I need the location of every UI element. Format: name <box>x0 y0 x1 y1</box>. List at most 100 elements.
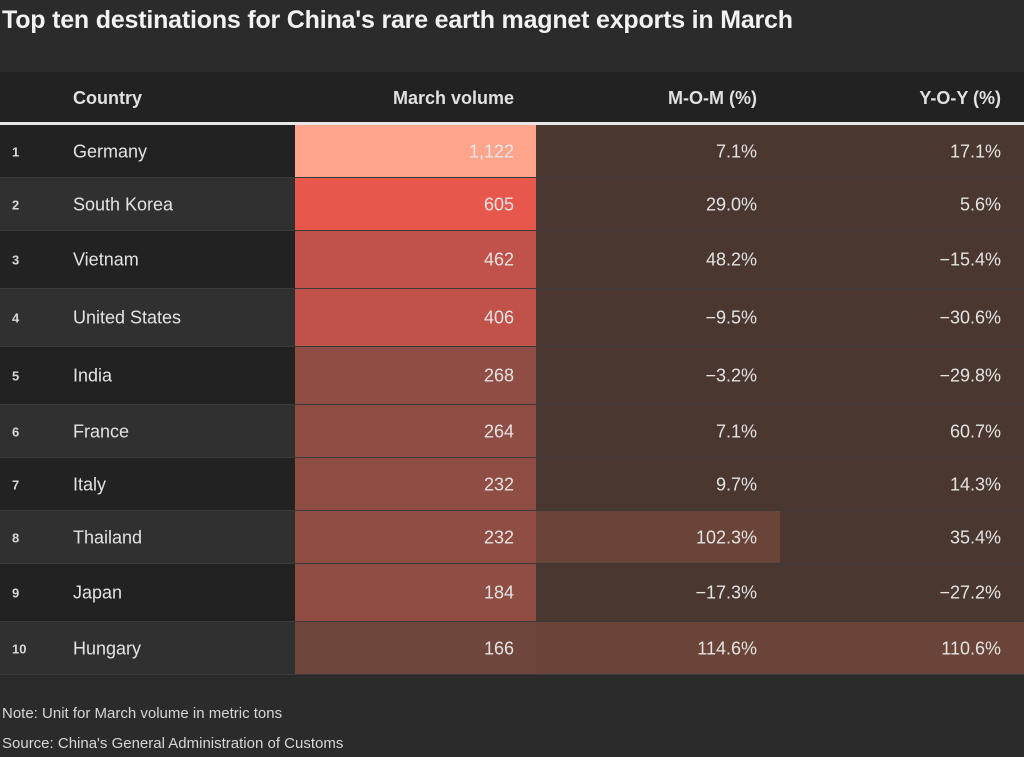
source-note: Source: China's General Administration o… <box>2 735 344 752</box>
row-divider <box>0 288 1024 289</box>
yoy-value: 14.3% <box>949 474 1001 494</box>
row-divider <box>0 404 1024 405</box>
mom-heat-cell <box>536 178 780 231</box>
row-background <box>0 289 295 347</box>
country-label: Germany <box>73 141 148 161</box>
table-row: 6 France 264 7.1% 60.7% <box>0 405 1024 458</box>
row-background <box>0 231 295 289</box>
country-label: Vietnam <box>73 249 139 270</box>
volume-heat-cell <box>295 564 536 622</box>
rank-label: 3 <box>12 252 20 268</box>
yoy-heat-cell <box>780 405 1024 458</box>
volume-value: 232 <box>483 527 514 547</box>
mom-heat-cell <box>536 289 780 347</box>
country-label: India <box>73 365 113 386</box>
mom-heat-cell <box>536 511 780 564</box>
country-label: United States <box>73 307 182 328</box>
row-background <box>0 622 295 675</box>
row-divider <box>0 563 1024 564</box>
yoy-value: −29.8% <box>939 365 1001 386</box>
row-background <box>0 564 295 622</box>
mom-value: −17.3% <box>695 582 757 603</box>
yoy-heat-cell <box>780 622 1024 675</box>
volume-value: 232 <box>483 474 514 494</box>
country-label: South Korea <box>73 194 174 214</box>
row-background <box>0 405 295 458</box>
yoy-value: 60.7% <box>949 421 1001 441</box>
mom-value: 102.3% <box>695 527 757 547</box>
mom-heat-cell <box>536 231 780 289</box>
table-row: 1 Germany 1,122 7.1% 17.1% <box>0 125 1024 178</box>
row-divider <box>0 230 1024 231</box>
header-rule <box>0 122 1024 125</box>
rank-label: 10 <box>12 641 27 656</box>
yoy-heat-cell <box>780 178 1024 231</box>
table-row: 4 United States 406 −9.5% −30.6% <box>0 289 1024 347</box>
mom-heat-cell <box>536 347 780 405</box>
rank-label: 5 <box>12 368 20 384</box>
mom-value: 114.6% <box>697 638 757 658</box>
row-background <box>0 178 295 231</box>
mom-heat-cell <box>536 564 780 622</box>
row-divider <box>0 674 1024 675</box>
mom-heat-cell <box>536 622 780 675</box>
table-header <box>0 72 1024 124</box>
yoy-value: 5.6% <box>959 194 1001 214</box>
yoy-heat-cell <box>780 289 1024 347</box>
volume-value: 268 <box>483 365 514 386</box>
header-volume: March volume <box>392 88 514 108</box>
rank-label: 7 <box>12 477 20 492</box>
mom-heat-cell <box>536 405 780 458</box>
volume-heat-cell <box>295 125 536 178</box>
country-label: Japan <box>73 582 123 603</box>
volume-heat-cell <box>295 231 536 289</box>
volume-value: 184 <box>483 582 514 603</box>
mom-value: −9.5% <box>705 307 757 328</box>
volume-value: 605 <box>483 194 514 214</box>
rank-label: 9 <box>12 585 20 601</box>
header-mom: M-O-M (%) <box>668 88 757 108</box>
mom-value: 7.1% <box>715 421 757 441</box>
country-label: Italy <box>73 474 107 494</box>
mom-heat-cell <box>536 458 780 511</box>
yoy-heat-cell <box>780 511 1024 564</box>
row-divider <box>0 346 1024 347</box>
row-background <box>0 125 295 178</box>
table-row: 8 Thailand 232 102.3% 35.4% <box>0 511 1024 564</box>
rank-label: 1 <box>12 144 20 159</box>
yoy-value: −30.6% <box>939 307 1001 328</box>
volume-value: 462 <box>483 249 514 270</box>
yoy-heat-cell <box>780 347 1024 405</box>
country-label: Thailand <box>73 527 143 547</box>
rank-label: 8 <box>12 530 20 545</box>
chart-title: Top ten destinations for China's rare ea… <box>2 6 793 34</box>
table-row: 7 Italy 232 9.7% 14.3% <box>0 458 1024 511</box>
row-background <box>0 458 295 511</box>
mom-value: 48.2% <box>705 249 757 270</box>
yoy-value: −15.4% <box>939 249 1001 270</box>
volume-heat-cell <box>295 511 536 564</box>
yoy-heat-cell <box>780 458 1024 511</box>
mom-value: 29.0% <box>705 194 757 214</box>
volume-value: 264 <box>483 421 514 441</box>
yoy-value: 17.1% <box>949 141 1001 161</box>
header-country: Country <box>73 88 142 108</box>
row-background <box>0 347 295 405</box>
mom-value: 9.7% <box>715 474 757 494</box>
row-divider <box>0 177 1024 178</box>
yoy-heat-cell <box>780 564 1024 622</box>
mom-heat-cell <box>536 125 780 178</box>
row-background <box>0 511 295 564</box>
row-divider <box>0 457 1024 458</box>
footnote: Note: Unit for March volume in metric to… <box>2 705 283 722</box>
table-row: 9 Japan 184 −17.3% −27.2% <box>0 564 1024 622</box>
volume-heat-cell <box>295 458 536 511</box>
table-row: 10 Hungary 166 114.6% 110.6% <box>0 622 1024 675</box>
volume-value: 1,122 <box>468 141 514 161</box>
yoy-heat-cell <box>780 231 1024 289</box>
table-row: 5 India 268 −3.2% −29.8% <box>0 347 1024 405</box>
header-yoy: Y-O-Y (%) <box>919 88 1001 108</box>
country-label: France <box>73 421 130 441</box>
yoy-value: 35.4% <box>949 527 1001 547</box>
volume-heat-cell <box>295 289 536 347</box>
